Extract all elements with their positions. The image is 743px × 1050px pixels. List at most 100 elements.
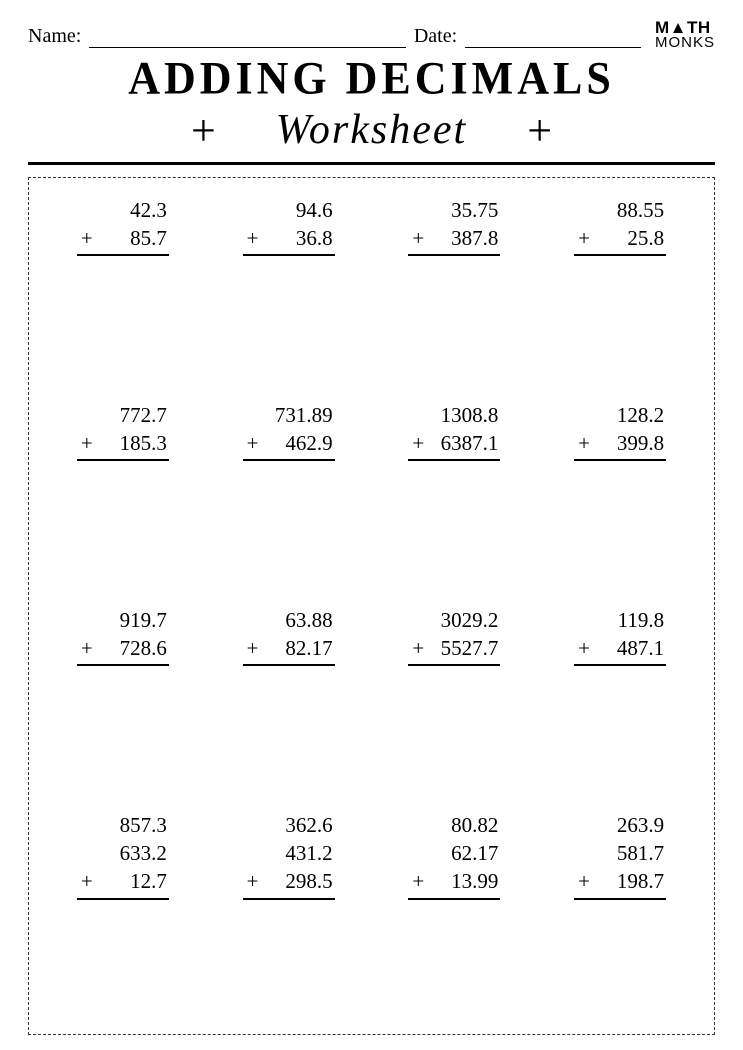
operand-row: 119.8 xyxy=(574,606,666,634)
operand-row: +487.1 xyxy=(574,634,666,666)
operand-value: 42.3 xyxy=(105,196,167,224)
operand-row: +6387.1 xyxy=(408,429,500,461)
problem: 119.8+487.1 xyxy=(542,606,698,811)
operand-row: 633.2 xyxy=(77,839,169,867)
operand-value: 80.82 xyxy=(436,811,498,839)
subtitle-row: + Worksheet + xyxy=(28,105,715,156)
operand-row: +12.7 xyxy=(77,867,169,899)
name-label: Name: xyxy=(28,25,81,48)
problem: 35.75+387.8 xyxy=(377,196,533,401)
problem-stack: 3029.2+5527.7 xyxy=(408,606,500,669)
operand-row: 94.6 xyxy=(243,196,335,224)
operand-row: +36.8 xyxy=(243,224,335,256)
problem: 919.7+728.6 xyxy=(45,606,201,811)
operand-value: 387.8 xyxy=(436,224,498,252)
operator-sign: + xyxy=(247,429,265,457)
operand-value: 94.6 xyxy=(271,196,333,224)
operator-sign: + xyxy=(578,867,596,895)
problem-stack: 919.7+728.6 xyxy=(77,606,169,669)
operand-row: 857.3 xyxy=(77,811,169,839)
problem-stack: 42.3+85.7 xyxy=(77,196,169,259)
operand-row: +399.8 xyxy=(574,429,666,461)
operand-value: 487.1 xyxy=(602,634,664,662)
problem: 63.88+82.17 xyxy=(211,606,367,811)
operand-row: 362.6 xyxy=(243,811,335,839)
operator-sign: + xyxy=(412,867,430,895)
operator-sign: + xyxy=(578,634,596,662)
problem: 128.2+399.8 xyxy=(542,401,698,606)
problem-stack: 119.8+487.1 xyxy=(574,606,666,669)
operator-sign: + xyxy=(247,634,265,662)
worksheet-title: Adding Decimals xyxy=(28,55,715,103)
operand-value: 431.2 xyxy=(271,839,333,867)
operand-row: +728.6 xyxy=(77,634,169,666)
operand-value: 399.8 xyxy=(602,429,664,457)
operand-value: 6387.1 xyxy=(436,429,498,457)
operand-row: +462.9 xyxy=(243,429,335,461)
operand-row: +185.3 xyxy=(77,429,169,461)
operand-row: +387.8 xyxy=(408,224,500,256)
operand-value: 35.75 xyxy=(436,196,498,224)
problems-frame: 42.3+85.794.6+36.835.75+387.888.55+25.87… xyxy=(28,177,715,1035)
operand-row: +5527.7 xyxy=(408,634,500,666)
operand-row: +82.17 xyxy=(243,634,335,666)
operator-sign: + xyxy=(81,429,99,457)
operand-value: 772.7 xyxy=(105,401,167,429)
operand-value: 185.3 xyxy=(105,429,167,457)
operand-value: 119.8 xyxy=(602,606,664,634)
problem: 362.6431.2+298.5 xyxy=(211,811,367,1016)
operand-row: 128.2 xyxy=(574,401,666,429)
problem: 857.3633.2+12.7 xyxy=(45,811,201,1016)
operand-value: 633.2 xyxy=(105,839,167,867)
brand-logo: M▲TH MONKS xyxy=(655,20,715,50)
operand-row: 62.17 xyxy=(408,839,500,867)
plus-icon: + xyxy=(191,105,216,156)
operator-sign: + xyxy=(578,224,596,252)
problem: 80.8262.17+13.99 xyxy=(377,811,533,1016)
operand-value: 85.7 xyxy=(105,224,167,252)
problem-stack: 362.6431.2+298.5 xyxy=(243,811,335,902)
operand-row: 80.82 xyxy=(408,811,500,839)
problem: 42.3+85.7 xyxy=(45,196,201,401)
operator-sign: + xyxy=(412,429,430,457)
operand-value: 36.8 xyxy=(271,224,333,252)
worksheet-subtitle: Worksheet xyxy=(276,106,467,154)
problem: 263.9581.7+198.7 xyxy=(542,811,698,1016)
operand-row: 263.9 xyxy=(574,811,666,839)
operand-row: 919.7 xyxy=(77,606,169,634)
operand-row: 3029.2 xyxy=(408,606,500,634)
problem: 94.6+36.8 xyxy=(211,196,367,401)
operand-value: 82.17 xyxy=(271,634,333,662)
operand-value: 857.3 xyxy=(105,811,167,839)
operand-row: +198.7 xyxy=(574,867,666,899)
operator-sign: + xyxy=(81,224,99,252)
problem-stack: 94.6+36.8 xyxy=(243,196,335,259)
problem-stack: 128.2+399.8 xyxy=(574,401,666,464)
operand-row: +13.99 xyxy=(408,867,500,899)
operand-value: 731.89 xyxy=(271,401,333,429)
operand-row: 42.3 xyxy=(77,196,169,224)
header-row: Name: Date: M▲TH MONKS xyxy=(28,20,715,48)
problem-stack: 263.9581.7+198.7 xyxy=(574,811,666,902)
operand-row: +298.5 xyxy=(243,867,335,899)
plus-icon: + xyxy=(527,105,552,156)
operand-value: 3029.2 xyxy=(436,606,498,634)
problem: 1308.8+6387.1 xyxy=(377,401,533,606)
date-input-line[interactable] xyxy=(465,28,641,48)
operand-value: 728.6 xyxy=(105,634,167,662)
problem-stack: 731.89+462.9 xyxy=(243,401,335,464)
problem-stack: 1308.8+6387.1 xyxy=(408,401,500,464)
problem: 772.7+185.3 xyxy=(45,401,201,606)
name-input-line[interactable] xyxy=(89,28,406,48)
operator-sign: + xyxy=(578,429,596,457)
operand-value: 25.8 xyxy=(602,224,664,252)
problem-stack: 772.7+185.3 xyxy=(77,401,169,464)
problem: 88.55+25.8 xyxy=(542,196,698,401)
problem-stack: 88.55+25.8 xyxy=(574,196,666,259)
problem-stack: 63.88+82.17 xyxy=(243,606,335,669)
logo-bottom: MONKS xyxy=(655,36,715,50)
operator-sign: + xyxy=(247,224,265,252)
date-label: Date: xyxy=(414,25,457,48)
operator-sign: + xyxy=(247,867,265,895)
problem-stack: 80.8262.17+13.99 xyxy=(408,811,500,902)
